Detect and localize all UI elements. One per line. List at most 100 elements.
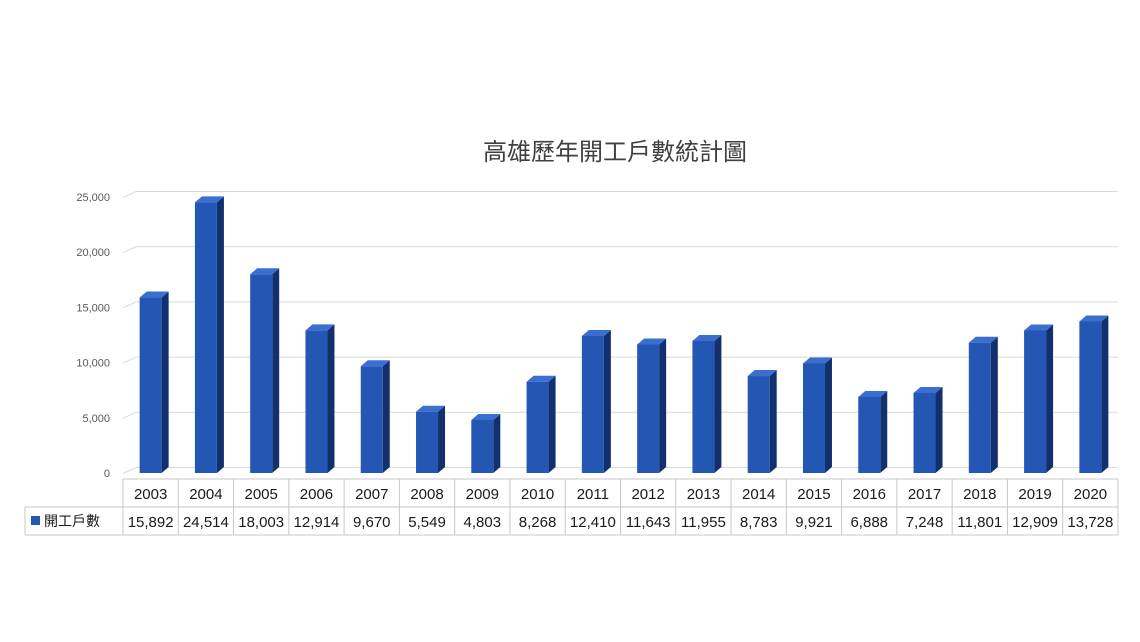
category-label: 2010 xyxy=(521,486,554,503)
category-label: 2009 xyxy=(466,486,499,503)
bar-side xyxy=(824,357,832,473)
bar-front xyxy=(194,202,217,474)
bar-top xyxy=(913,386,943,393)
category-label: 2006 xyxy=(300,486,333,503)
bar-2007 xyxy=(360,360,390,473)
bar-side xyxy=(769,370,777,473)
bar-front xyxy=(526,381,549,473)
bar-side xyxy=(659,338,667,473)
y-tick-label: 10,000 xyxy=(76,358,110,370)
category-label: 2016 xyxy=(853,486,886,503)
bar-side xyxy=(603,329,611,473)
gridline-depth xyxy=(122,301,137,309)
bar-top xyxy=(747,370,777,377)
bar-side xyxy=(382,360,390,473)
bar-2003 xyxy=(139,291,169,473)
bar-front xyxy=(305,330,328,473)
category-label: 2008 xyxy=(410,486,443,503)
data-label: 9,670 xyxy=(353,514,391,531)
bar-side xyxy=(714,335,722,473)
bar-top xyxy=(526,375,556,382)
bar-top xyxy=(968,336,998,343)
y-tick-label: 15,000 xyxy=(76,302,110,314)
data-label: 24,514 xyxy=(183,514,229,531)
bar-front xyxy=(1024,330,1047,473)
bars xyxy=(139,196,1109,474)
bar-front xyxy=(747,376,770,473)
y-tick-label: 20,000 xyxy=(76,247,110,259)
y-tick-label: 25,000 xyxy=(76,192,110,204)
data-label: 7,248 xyxy=(906,514,944,531)
data-label: 12,410 xyxy=(570,514,616,531)
bar-front xyxy=(581,335,604,473)
y-tick-label: 5,000 xyxy=(82,413,110,425)
category-label: 2018 xyxy=(963,486,996,503)
bar-top xyxy=(581,329,611,336)
data-label: 12,909 xyxy=(1012,514,1058,531)
legend-swatch xyxy=(31,516,40,525)
bar-side xyxy=(990,336,998,473)
category-label: 2004 xyxy=(189,486,222,503)
category-label: 2012 xyxy=(631,486,664,503)
bar-front xyxy=(858,396,881,473)
bar-front xyxy=(968,342,991,473)
category-label: 2015 xyxy=(797,486,830,503)
data-label: 6,888 xyxy=(850,514,888,531)
bar-2014 xyxy=(747,370,777,473)
data-label: 8,268 xyxy=(519,514,557,531)
data-label: 9,921 xyxy=(795,514,833,531)
bar-top xyxy=(471,413,501,420)
grid-layer xyxy=(122,191,1118,474)
bar-top xyxy=(194,196,224,203)
bar-side xyxy=(161,291,169,473)
bar-top xyxy=(1079,315,1109,322)
data-label: 18,003 xyxy=(238,514,284,531)
bar-front xyxy=(692,341,715,473)
bar-side xyxy=(880,390,888,473)
gridline-depth xyxy=(122,191,137,198)
bar-front xyxy=(802,363,825,473)
chart-title: 高雄歷年開工戶數統計圖 xyxy=(483,138,747,166)
data-label: 11,643 xyxy=(626,514,671,531)
bar-side xyxy=(327,324,335,473)
bar-front xyxy=(637,344,660,473)
bar-side xyxy=(216,196,224,474)
category-label: 2014 xyxy=(742,486,775,503)
bar-front xyxy=(360,366,383,473)
data-label: 11,801 xyxy=(957,514,1002,531)
bar-2016 xyxy=(858,390,888,473)
bar-front xyxy=(416,411,439,473)
y-axis: 0 5,000 10,000 15,000 20,000 25,000 xyxy=(76,192,110,480)
bar-2013 xyxy=(692,335,722,473)
bar-top xyxy=(139,291,169,298)
data-label: 15,892 xyxy=(128,514,174,531)
category-label: 2017 xyxy=(908,486,941,503)
bar-2010 xyxy=(526,375,556,473)
category-label: 2020 xyxy=(1074,486,1107,503)
data-label: 13,728 xyxy=(1067,514,1113,531)
category-label: 2019 xyxy=(1018,486,1051,503)
category-label: 2011 xyxy=(577,486,609,503)
bar-side xyxy=(935,386,943,473)
data-label: 11,955 xyxy=(681,514,726,531)
bar-2011 xyxy=(581,329,611,473)
data-label: 4,803 xyxy=(464,514,502,531)
bar-side xyxy=(438,405,446,473)
bar-2019 xyxy=(1024,324,1054,473)
bar-front xyxy=(471,419,494,473)
bar-side xyxy=(1046,324,1054,473)
bar-top xyxy=(637,338,667,345)
bar-2012 xyxy=(637,338,667,473)
bar-top xyxy=(858,390,888,397)
bar-2004 xyxy=(194,196,224,474)
bar-2008 xyxy=(416,405,446,473)
category-label: 2013 xyxy=(687,486,720,503)
bar-side xyxy=(548,375,556,473)
category-label: 2005 xyxy=(245,486,278,503)
bar-top xyxy=(360,360,390,367)
gridline-depth xyxy=(122,356,137,364)
bar-2017 xyxy=(913,386,943,473)
bar-2006 xyxy=(305,324,335,473)
bar-2020 xyxy=(1079,315,1109,473)
